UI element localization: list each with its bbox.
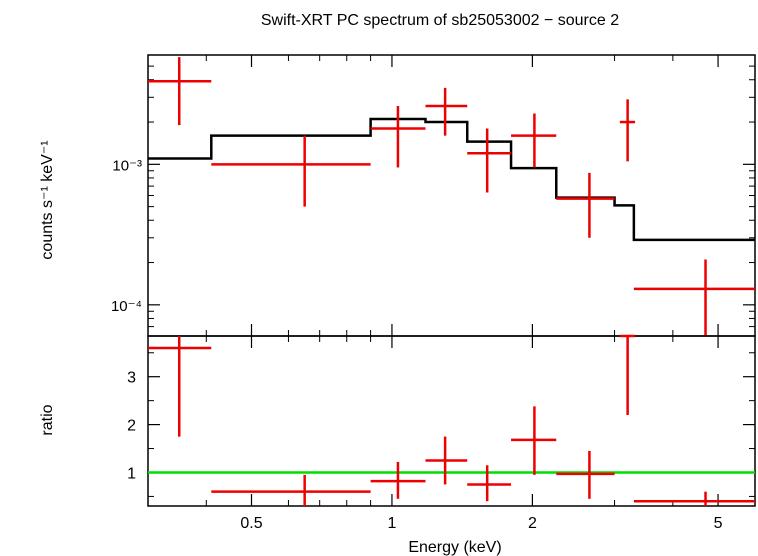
x-tick-label: 5 (714, 515, 723, 532)
x-tick-label: 0.5 (240, 515, 262, 532)
ratio-data-point (425, 436, 468, 485)
spectrum-y-tick-label: 10⁻³ (112, 157, 142, 174)
ratio-y-tick-label: 2 (127, 418, 136, 435)
spectrum-frame (147, 54, 756, 337)
spectrum-panel: 10⁻³ 10⁻⁴ (111, 54, 756, 337)
spectrum-data-point (619, 99, 636, 162)
top-y-axis-label: counts s⁻¹ keV⁻¹ (39, 140, 56, 259)
ratio-frame (147, 335, 756, 507)
ratio-data-point (370, 461, 426, 499)
ratio-data-point (148, 336, 212, 437)
ratio-data-point (467, 465, 512, 502)
ratio-y-tick-label: 3 (127, 370, 136, 387)
x-axis-label: Energy (keV) (408, 539, 501, 556)
ratio-data-point (619, 334, 636, 416)
chart-title: Swift-XRT PC spectrum of sb25053002 − so… (261, 12, 619, 29)
ratio-y-tick-label: 1 (127, 465, 136, 482)
spectrum-data-point (370, 106, 426, 168)
spectrum-data-point (211, 135, 371, 207)
ratio-data-point (633, 491, 755, 506)
x-tick-label: 1 (387, 515, 396, 532)
spectrum-data-point (467, 128, 512, 193)
ratio-data-point (211, 474, 371, 506)
spectrum-data-point (633, 259, 755, 336)
spectrum-data-point (511, 113, 557, 168)
x-tick-label: 2 (528, 515, 537, 532)
ratio-data-point (511, 406, 557, 475)
spectrum-y-tick-label: 10⁻⁴ (111, 298, 142, 315)
spectrum-data-point (425, 87, 468, 136)
spectrum-data-point (148, 57, 212, 126)
ratio-data-point (556, 450, 615, 499)
model-step-line (148, 117, 755, 242)
ratio-panel: 0.5 1 2 5 1 2 3 (127, 334, 756, 532)
spectrum-data-point (556, 172, 615, 238)
bottom-y-axis-label: ratio (39, 404, 56, 435)
